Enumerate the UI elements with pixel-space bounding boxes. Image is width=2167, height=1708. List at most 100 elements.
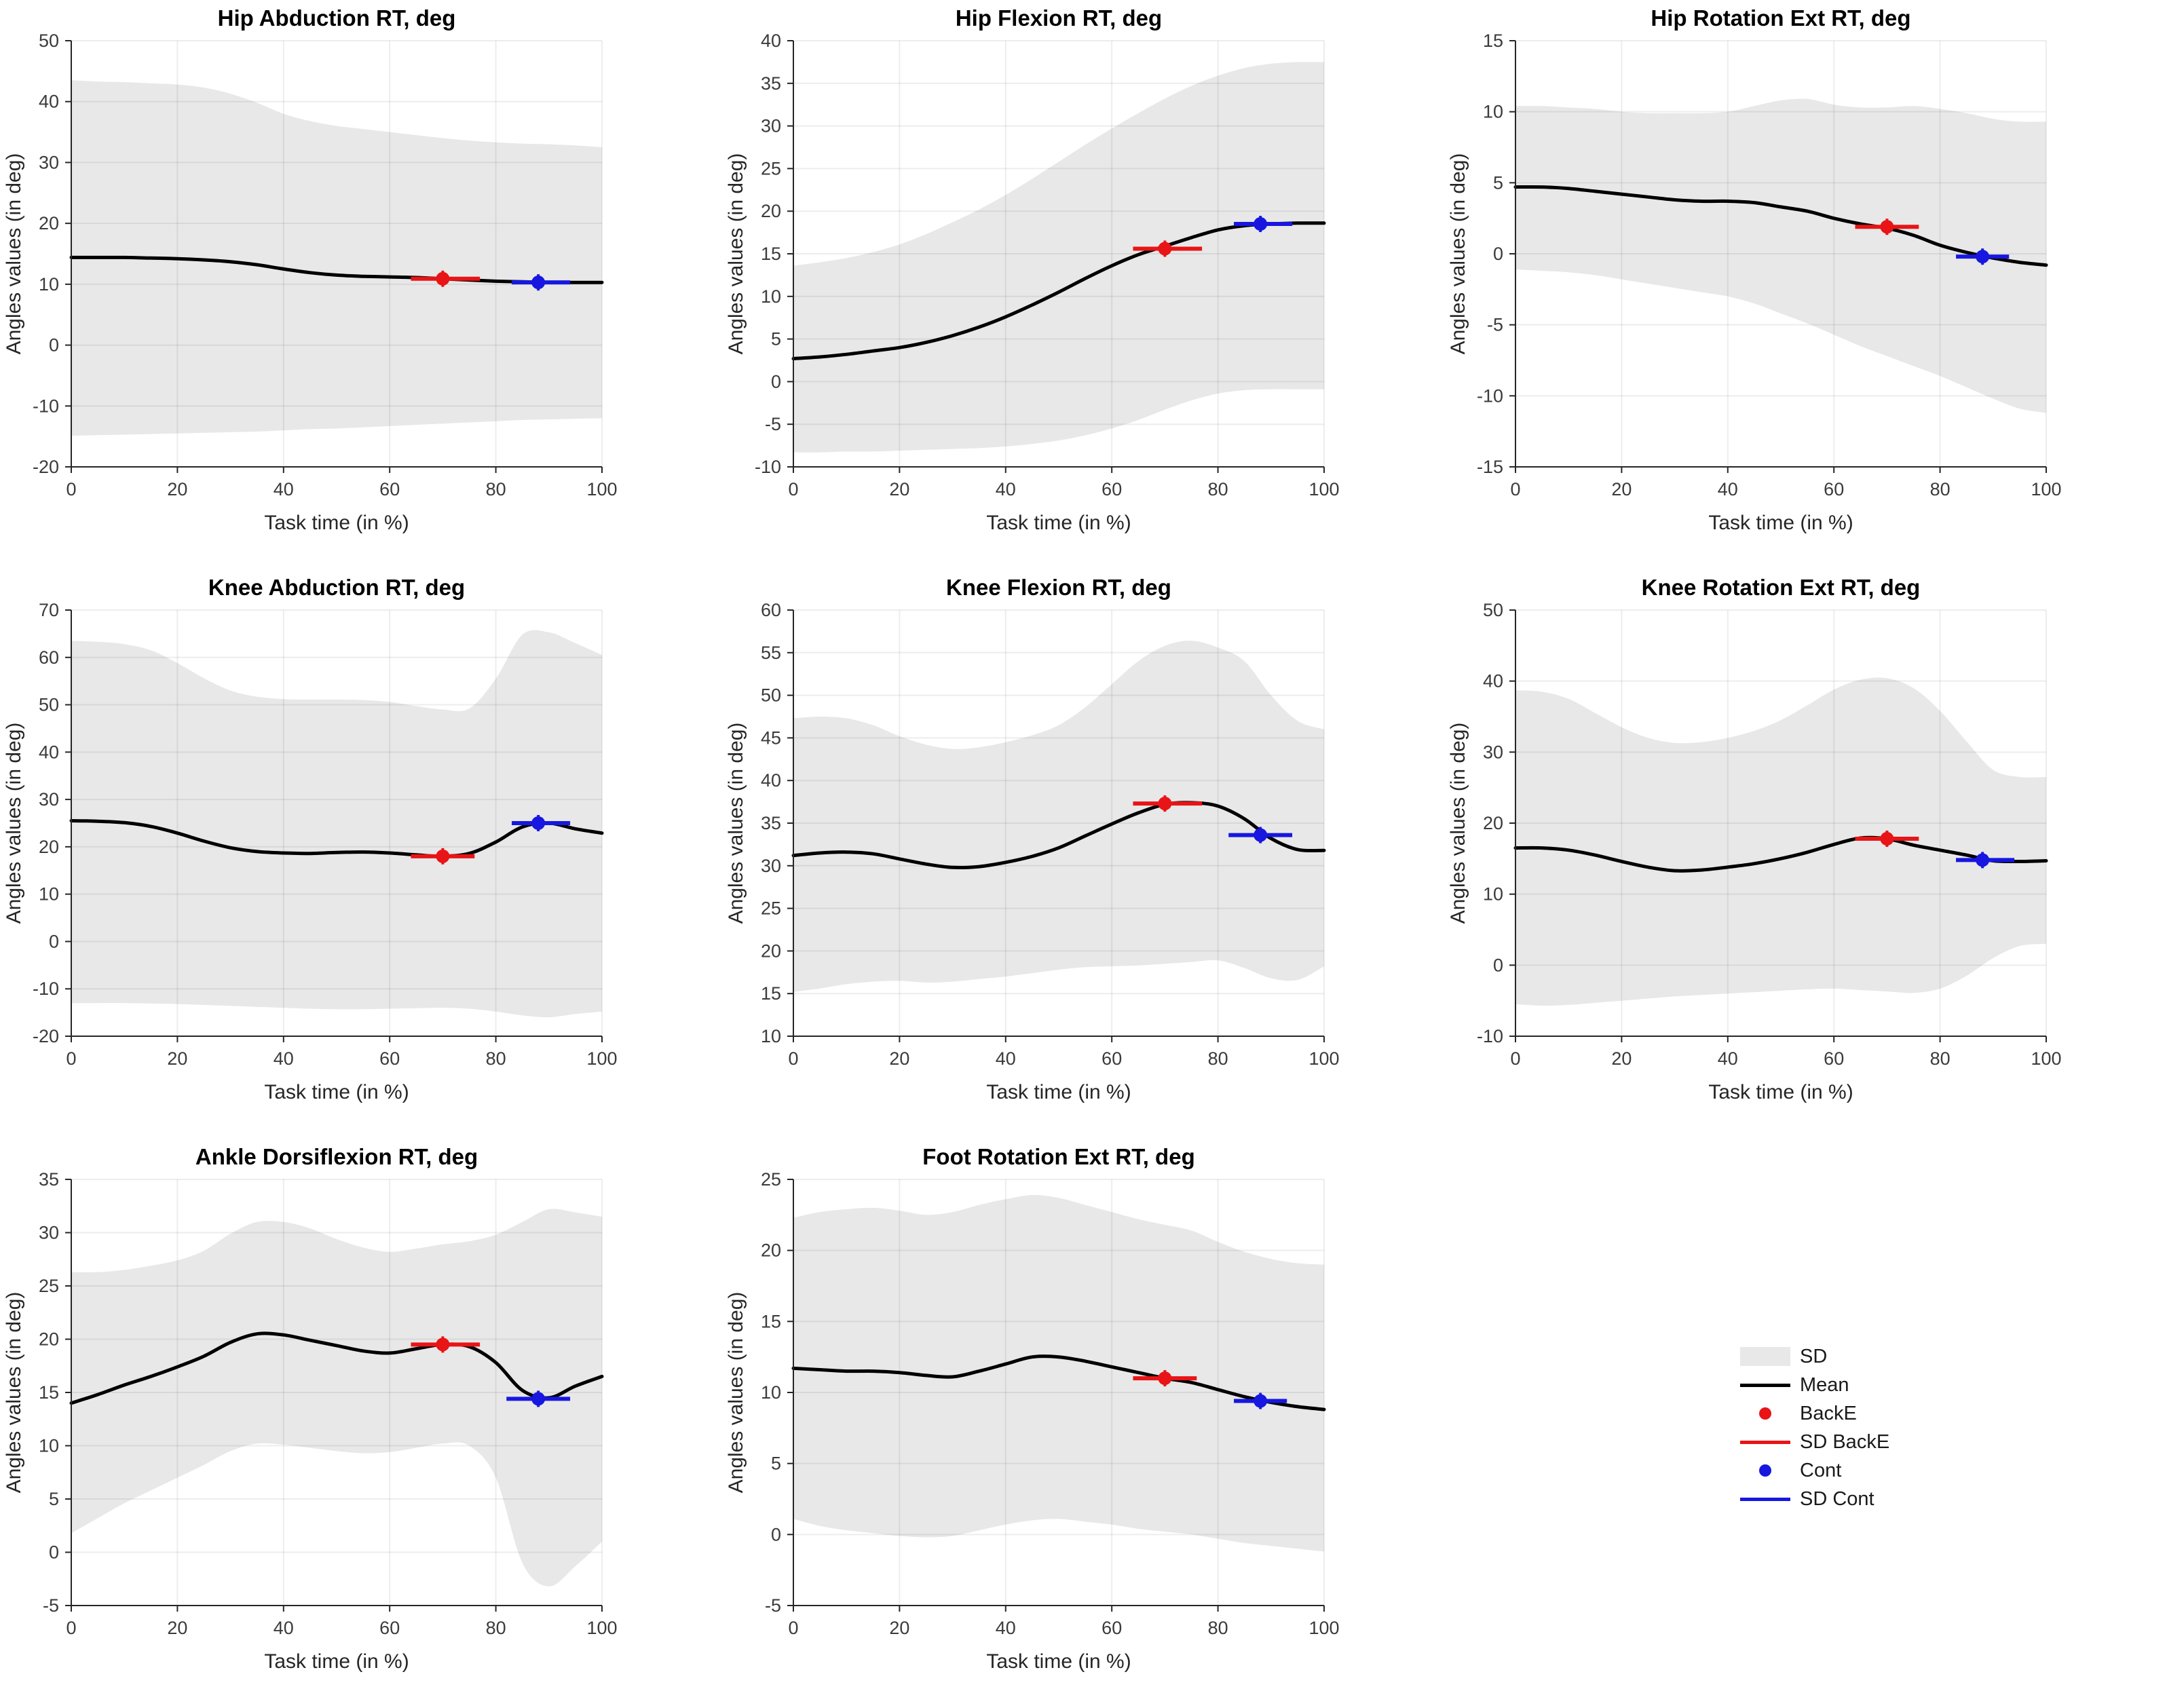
svg-text:40: 40 [39, 92, 59, 112]
svg-text:60: 60 [1101, 1618, 1122, 1638]
svg-text:20: 20 [1483, 813, 1503, 833]
svg-text:-10: -10 [33, 979, 59, 999]
y-axis-label: Angles values (in deg) [725, 1292, 747, 1494]
grid-lines [1515, 609, 2047, 1037]
tick-labels: 0 20 40 60 80 100 -10 0 10 20 30 40 50 [1477, 600, 2062, 1069]
svg-text:0: 0 [771, 371, 781, 392]
axes [65, 609, 603, 1042]
tick-labels: 0 20 40 60 80 100 -5 0 5 10 15 20 25 [761, 1169, 1340, 1638]
svg-text:0: 0 [788, 1618, 798, 1638]
x-axis-label: Task time (in %) [986, 1650, 1131, 1673]
svg-text:45: 45 [761, 727, 781, 748]
mean-line [69, 1331, 604, 1405]
grid-lines [793, 40, 1325, 468]
svg-text:80: 80 [486, 479, 506, 499]
ankle-dorsiflexion-plot: 0 20 40 60 80 100 -5 0 5 10 15 20 25 30 35 Ankle Dorsif… [3, 1144, 618, 1673]
svg-text:5: 5 [771, 329, 781, 349]
svg-text:10: 10 [761, 1382, 781, 1403]
svg-text:-20: -20 [33, 1026, 59, 1046]
svg-text:20: 20 [39, 837, 59, 857]
knee-rotation-plot: 0 20 40 60 80 100 -10 0 10 20 30 40 50 Knee Rotation … [1447, 575, 2062, 1103]
chart-title: Knee Rotation Ext RT, deg [1642, 575, 1921, 600]
svg-text:20: 20 [39, 213, 59, 233]
cont-marker [512, 815, 571, 831]
svg-text:40: 40 [1718, 479, 1738, 499]
svg-text:10: 10 [39, 274, 59, 295]
svg-text:100: 100 [586, 1618, 617, 1638]
svg-text:0: 0 [1493, 244, 1503, 264]
mean-line [69, 819, 604, 858]
svg-text:60: 60 [379, 1618, 400, 1638]
svg-text:-10: -10 [33, 396, 59, 416]
x-axis-label: Task time (in %) [264, 1650, 409, 1673]
svg-text:60: 60 [39, 647, 59, 668]
svg-text:-5: -5 [1487, 315, 1503, 335]
svg-text:20: 20 [1611, 479, 1632, 499]
svg-text:10: 10 [1483, 884, 1503, 905]
y-axis-label: Angles values (in deg) [1447, 153, 1469, 355]
chart-title: Ankle Dorsiflexion RT, deg [195, 1144, 478, 1169]
svg-text:20: 20 [167, 479, 187, 499]
svg-text:25: 25 [39, 1276, 59, 1296]
svg-text:-5: -5 [765, 1595, 781, 1616]
legend-label-mean: Mean [1800, 1373, 1849, 1396]
cont-marker [1956, 852, 2015, 869]
svg-text:100: 100 [586, 479, 617, 499]
y-axis-label: Angles values (in deg) [3, 723, 25, 924]
svg-text:60: 60 [379, 479, 400, 499]
cont-marker [512, 274, 571, 291]
legend-label-sd-cont: SD Cont [1800, 1487, 1874, 1510]
x-axis-label: Task time (in %) [986, 512, 1131, 534]
x-axis-label: Task time (in %) [1708, 1081, 1853, 1103]
svg-text:60: 60 [379, 1048, 400, 1069]
knee-abduction-plot: 0 20 40 60 80 100 -20 -10 0 10 20 30 40 50 60 70 Knee Ab… [3, 575, 618, 1103]
svg-text:100: 100 [2031, 479, 2061, 499]
svg-text:-20: -20 [33, 457, 59, 477]
chart-cell-hip-abduction: 0 20 40 60 80 100 -20 -10 0 10 20 30 40 50 Hip Abducti… [0, 0, 722, 569]
svg-text:-5: -5 [43, 1595, 59, 1616]
chart-title: Knee Abduction RT, deg [208, 575, 465, 600]
foot-rotation-plot: 0 20 40 60 80 100 -5 0 5 10 15 20 25 Foot Rotation Ex… [725, 1144, 1340, 1673]
backe-marker [1133, 1370, 1197, 1387]
svg-text:100: 100 [1308, 479, 1339, 499]
chart-cell-knee-flexion: 0 20 40 60 80 100 10 15 20 25 30 35 40 45 50 55 60 Knee F… [722, 569, 1444, 1139]
axes [787, 609, 1325, 1042]
legend-label-sd: SD [1800, 1345, 1828, 1367]
svg-text:0: 0 [1493, 955, 1503, 975]
mean-line [1513, 185, 2048, 267]
chart-title: Knee Flexion RT, deg [946, 575, 1171, 600]
svg-text:30: 30 [761, 116, 781, 136]
svg-text:80: 80 [1208, 1618, 1228, 1638]
svg-text:40: 40 [274, 1048, 294, 1069]
chart-title: Hip Flexion RT, deg [956, 5, 1162, 31]
svg-text:100: 100 [1308, 1618, 1339, 1638]
svg-text:0: 0 [771, 1524, 781, 1544]
chart-cell-foot-rotation: 0 20 40 60 80 100 -5 0 5 10 15 20 25 Foot Rotation Ex… [722, 1139, 1444, 1708]
backe-dot-swatch [1740, 1407, 1790, 1420]
y-axis-label: Angles values (in deg) [1447, 723, 1469, 924]
legend-label-backe: BackE [1800, 1402, 1857, 1424]
svg-text:80: 80 [1930, 479, 1951, 499]
svg-text:-5: -5 [765, 414, 781, 434]
y-axis-label: Angles values (in deg) [3, 153, 25, 355]
svg-text:20: 20 [167, 1048, 187, 1069]
svg-text:15: 15 [39, 1382, 59, 1403]
svg-text:10: 10 [39, 884, 59, 905]
svg-text:50: 50 [39, 31, 59, 51]
svg-text:15: 15 [761, 244, 781, 264]
x-axis-label: Task time (in %) [264, 512, 409, 534]
mean-line [791, 1354, 1326, 1411]
svg-text:30: 30 [1483, 742, 1503, 762]
chart-cell-knee-rotation: 0 20 40 60 80 100 -10 0 10 20 30 40 50 Knee Rotation … [1444, 569, 2166, 1139]
svg-text:60: 60 [761, 600, 781, 620]
svg-text:0: 0 [49, 1542, 59, 1563]
svg-text:40: 40 [1483, 671, 1503, 691]
chart-cell-hip-flexion: 0 20 40 60 80 100 -10 -5 0 5 10 15 20 25 30 35 40 Hip Fle… [722, 0, 1444, 569]
sd-band [1515, 98, 2046, 413]
mean-line [791, 221, 1326, 360]
legend-item-sd: SD [1740, 1342, 1889, 1371]
mean-line [1513, 835, 2048, 873]
mean-line [791, 801, 1326, 870]
sd-band [793, 62, 1324, 453]
